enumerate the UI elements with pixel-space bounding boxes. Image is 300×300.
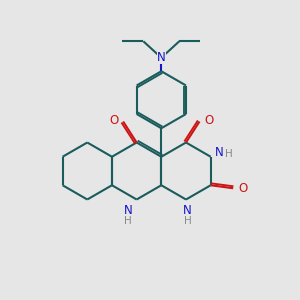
Text: N: N xyxy=(215,146,224,159)
Text: O: O xyxy=(205,113,214,127)
Text: H: H xyxy=(225,149,233,159)
Text: N: N xyxy=(124,203,133,217)
Text: N: N xyxy=(183,203,192,217)
Text: O: O xyxy=(109,113,118,127)
Text: H: H xyxy=(184,216,191,226)
Text: O: O xyxy=(238,182,248,195)
Text: H: H xyxy=(124,216,132,226)
Text: N: N xyxy=(157,51,166,64)
